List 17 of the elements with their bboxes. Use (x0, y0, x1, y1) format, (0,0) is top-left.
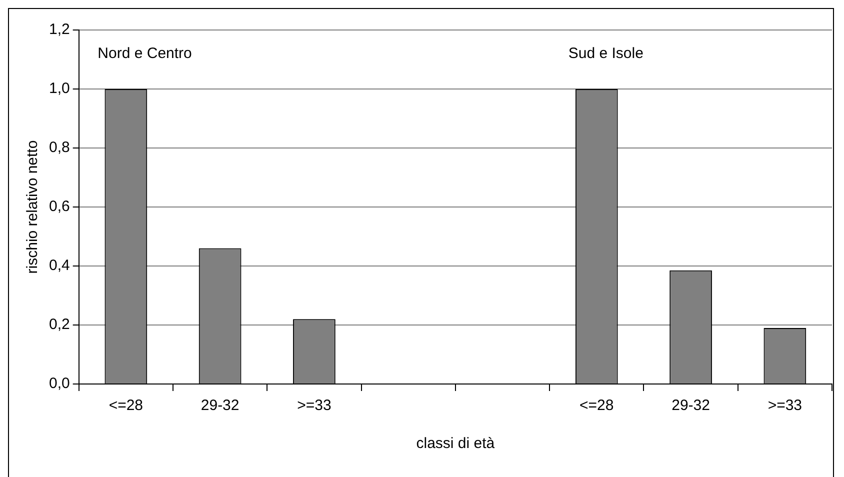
y-tick-label: 0,6 (48, 198, 70, 216)
y-tick-label: 1,2 (48, 21, 70, 38)
x-tick-label: >=33 (768, 397, 802, 414)
annotation: Nord e Centro (98, 45, 192, 62)
y-tick-label: 0,0 (48, 375, 70, 392)
y-tick-label: 1,0 (48, 80, 70, 98)
x-tick-label: <=28 (108, 397, 144, 414)
y-tick-label: 0,4 (48, 257, 70, 274)
x-tick-label: >=33 (297, 397, 332, 414)
y-axis-title: rischio relativo netto (24, 140, 42, 274)
x-tick-label: 29-32 (200, 397, 240, 414)
annotation: Sud e Isole (568, 45, 644, 62)
x-axis-title: classi di età (416, 435, 496, 452)
y-tick-label: 0,2 (48, 316, 70, 334)
x-tick-label: <=28 (580, 397, 614, 414)
y-tick-label: 0,8 (48, 139, 70, 156)
x-tick-label: 29-32 (672, 397, 710, 414)
